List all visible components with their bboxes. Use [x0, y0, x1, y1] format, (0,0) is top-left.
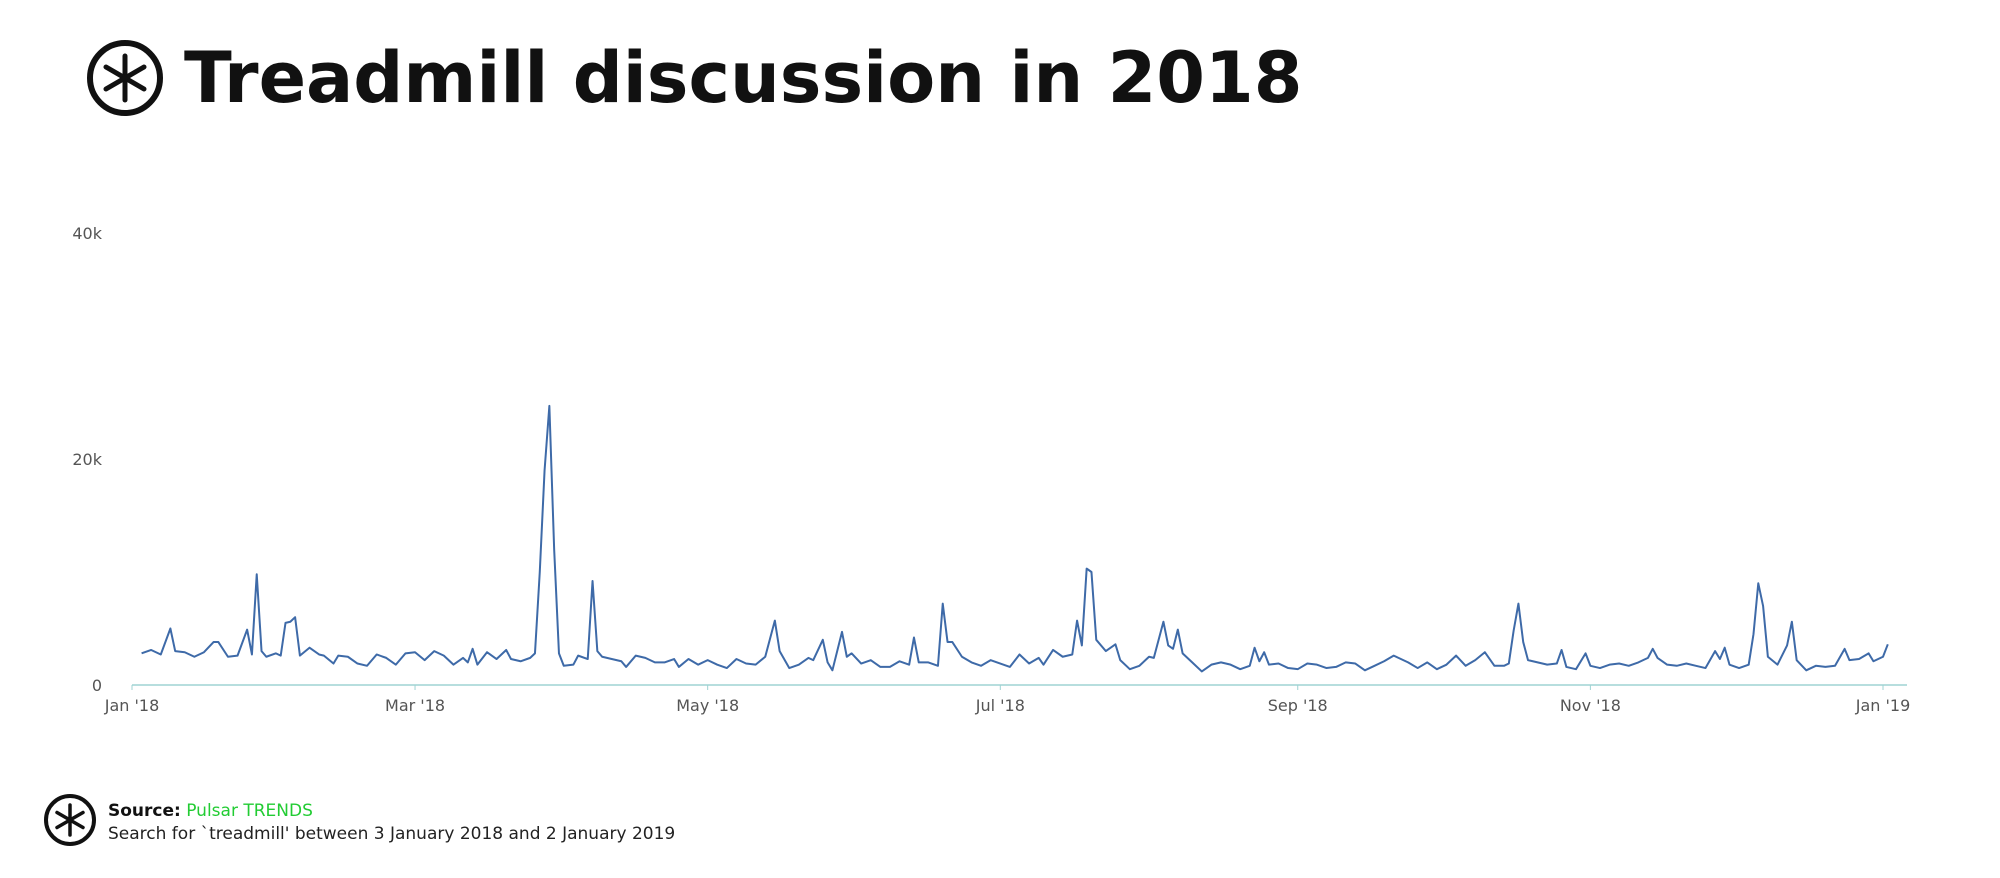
source: Source: Pulsar TRENDS — [108, 801, 313, 821]
y-tick-label: 20k — [72, 450, 102, 469]
logo — [87, 40, 163, 116]
x-tick-label: Sep '18 — [1268, 696, 1328, 715]
y-tick-label: 0 — [92, 676, 102, 695]
source-label: Source: — [108, 801, 181, 821]
source-name[interactable]: Pulsar TRENDS — [186, 801, 313, 821]
source-description: Search for `treadmill' between 3 January… — [108, 824, 675, 844]
title: Treadmill discussion in 2018 — [184, 37, 1302, 119]
x-tick-label: Nov '18 — [1560, 696, 1621, 715]
plot: 0 20k 40k Jan '18 Mar '18 May '18 Jul '18 Sep '… — [72, 224, 1910, 715]
y-tick-label: 40k — [72, 224, 102, 243]
x-tick-label: Jan '18 — [104, 696, 160, 715]
x-tick-label: Mar '18 — [385, 696, 445, 715]
footer-logo — [44, 794, 96, 846]
data-line — [141, 404, 1889, 673]
x-tick-label: May '18 — [676, 696, 739, 715]
x-tick-label: Jul '18 — [975, 696, 1025, 715]
x-tick-label: Jan '19 — [1855, 696, 1911, 715]
